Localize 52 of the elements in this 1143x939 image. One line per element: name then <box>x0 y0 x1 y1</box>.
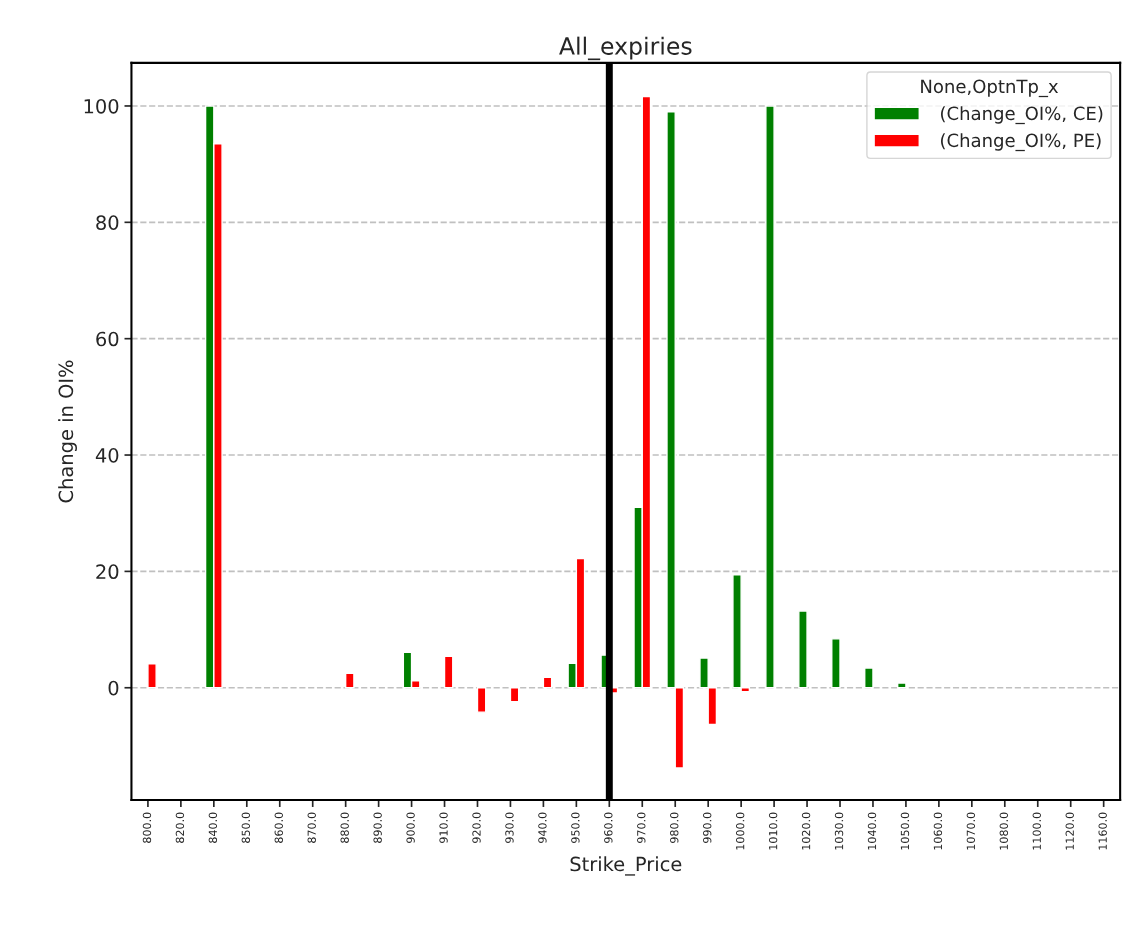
legend-label: (Change_OI%, PE) <box>941 133 1101 152</box>
bar <box>147 663 157 689</box>
x-tick-label: 1160.0 <box>1098 812 1107 850</box>
y-tick-label: 100 <box>84 98 119 114</box>
x-tick-label: 840.0 <box>208 812 218 843</box>
chart-title: All_expiries <box>559 36 692 61</box>
bar <box>864 667 874 689</box>
x-tick-label: 1010.0 <box>768 812 778 850</box>
x-tick-label: 850.0 <box>241 812 251 843</box>
x-tick-label: 940.0 <box>538 812 547 843</box>
bar <box>509 687 520 703</box>
bar <box>344 672 355 689</box>
y-tick-label: 60 <box>96 331 119 347</box>
x-tick-label: 860.0 <box>274 812 283 843</box>
x-tick-label: 800.0 <box>142 812 152 843</box>
x-tick-label: 900.0 <box>406 812 415 843</box>
x-tick-label: 990.0 <box>703 812 712 843</box>
x-tick-label: 1000.0 <box>735 812 745 850</box>
legend-label: (Change_OI%, CE) <box>941 106 1103 125</box>
x-tick-label: 890.0 <box>373 812 382 843</box>
x-tick-label: 930.0 <box>505 812 514 843</box>
x-tick-label: 910.0 <box>439 812 448 843</box>
y-tick-label: 0 <box>108 680 119 696</box>
bar <box>476 687 487 713</box>
x-tick-label: 960.0 <box>604 812 613 843</box>
y-tick-label: 80 <box>96 215 119 230</box>
y-axis-title: Change in OI% <box>58 360 77 503</box>
x-tick-label: 870.0 <box>307 812 316 843</box>
bar <box>798 610 808 689</box>
x-tick-label: 1020.0 <box>801 812 811 850</box>
legend-title: None,OptnTp_x <box>921 79 1059 98</box>
x-tick-label: 1030.0 <box>834 812 844 850</box>
x-tick-label: 1100.0 <box>1032 812 1041 850</box>
x-tick-label: 1070.0 <box>966 812 976 850</box>
x-tick-label: 1080.0 <box>999 812 1009 850</box>
x-tick-label: 1120.0 <box>1065 812 1074 850</box>
bar <box>443 655 454 689</box>
x-tick-label: 1050.0 <box>900 812 910 850</box>
bar <box>765 105 775 689</box>
x-tick-label: 970.0 <box>637 812 646 843</box>
y-tick-label: 20 <box>96 564 119 580</box>
x-axis-title: Strike_Price <box>570 856 682 876</box>
x-tick-label: 880.0 <box>340 812 349 843</box>
x-tick-label: 820.0 <box>175 812 185 843</box>
y-tick-label: 40 <box>95 447 119 463</box>
x-tick-label: 920.0 <box>472 812 481 843</box>
x-tick-label: 1060.0 <box>933 812 943 850</box>
bar <box>896 682 907 689</box>
x-tick-label: 950.0 <box>571 812 580 843</box>
x-tick-label: 980.0 <box>670 812 679 843</box>
x-tick-label: 1040.0 <box>867 812 877 850</box>
bar <box>831 638 841 689</box>
